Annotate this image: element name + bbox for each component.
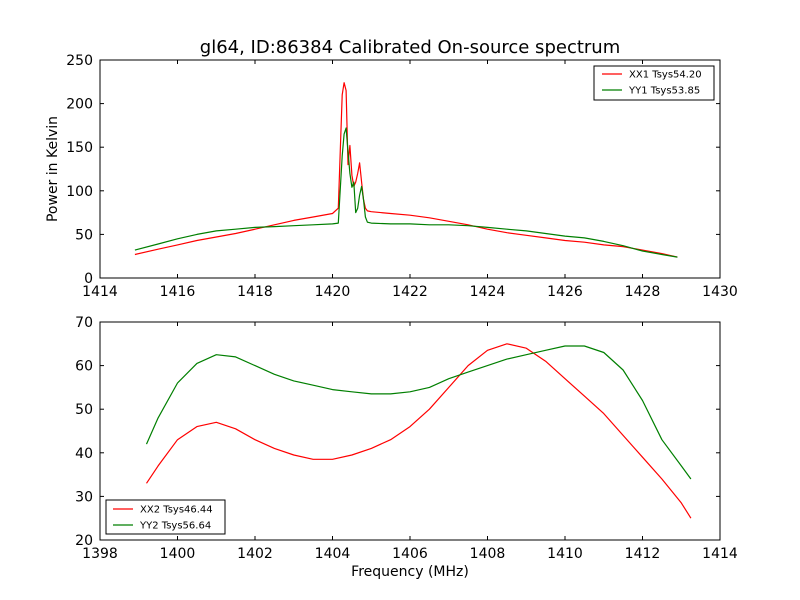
- y-tick-label: 70: [75, 315, 93, 331]
- x-tick-label: 1398: [82, 546, 118, 562]
- x-tick-label: 1426: [547, 284, 583, 300]
- x-tick-label: 1404: [315, 546, 351, 562]
- x-tick-label: 1430: [702, 284, 738, 300]
- y-axis-title: Power in Kelvin: [45, 116, 61, 222]
- legend-box: [593, 65, 715, 101]
- x-tick-label: 1424: [470, 284, 506, 300]
- x-tick-label: 1414: [702, 546, 738, 562]
- plot-content: [134, 82, 678, 258]
- series-line-1: [134, 82, 678, 258]
- chart-title: gl64, ID:86384 Calibrated On-source spec…: [200, 37, 620, 58]
- x-tick-label: 1420: [315, 284, 351, 300]
- x-axis-title: Frequency (MHz): [351, 564, 469, 580]
- x-tick-label: 1402: [237, 546, 273, 562]
- y-tick-label: 250: [66, 53, 93, 69]
- x-tick-label: 1428: [625, 284, 661, 300]
- y-tick-label: 0: [84, 271, 93, 287]
- legend-label-xx2: XX2 Tsys46.44: [140, 505, 213, 516]
- y-tick-label: 50: [75, 227, 93, 243]
- y-tick-label: 50: [75, 402, 93, 418]
- y-tick-label: 100: [66, 184, 93, 200]
- legend-label-yy2: YY2 Tsys56.64: [139, 521, 211, 532]
- top-spectrum-panel: gl64, ID:86384 Calibrated On-source spec…: [45, 37, 738, 300]
- legend-label-xx1: XX1 Tsys54.20: [629, 70, 702, 81]
- axis-ticks: 1398 1400 1402 1404 1406 1408 1410 1412 1414 20 30…: [75, 315, 738, 562]
- x-tick-label: 1410: [547, 546, 583, 562]
- x-tick-label: 1422: [392, 284, 428, 300]
- legend-box: [105, 499, 226, 535]
- x-tick-label: 1412: [625, 546, 661, 562]
- legend-label-yy1: YY1 Tsys53.85: [628, 86, 700, 97]
- x-tick-label: 1414: [82, 284, 118, 300]
- y-tick-label: 30: [75, 489, 93, 505]
- series-line-2: [134, 127, 678, 258]
- x-tick-label: 1408: [470, 546, 506, 562]
- y-tick-label: 150: [66, 140, 93, 156]
- y-tick-label: 200: [66, 97, 93, 113]
- y-tick-label: 40: [75, 446, 93, 462]
- x-tick-label: 1406: [392, 546, 428, 562]
- axis-ticks: 1414 1416 1418 1420 1422 1424 1426 1428 1430 0 50 1…: [66, 53, 738, 300]
- y-tick-label: 20: [75, 533, 93, 549]
- legend: XX2 Tsys46.44 YY2 Tsys56.64: [105, 499, 226, 535]
- y-tick-label: 60: [75, 359, 93, 375]
- series-line-2: [145, 345, 692, 480]
- x-tick-label: 1418: [237, 284, 273, 300]
- legend: XX1 Tsys54.20 YY1 Tsys53.85: [593, 65, 715, 101]
- bottom-spectrum-panel: Frequency (MHz) 1398 1400 1402 1404 1406 1408…: [75, 315, 738, 580]
- series-line-1: [146, 343, 692, 519]
- x-tick-label: 1400: [160, 546, 196, 562]
- x-tick-label: 1416: [160, 284, 196, 300]
- plot-content: [145, 343, 692, 519]
